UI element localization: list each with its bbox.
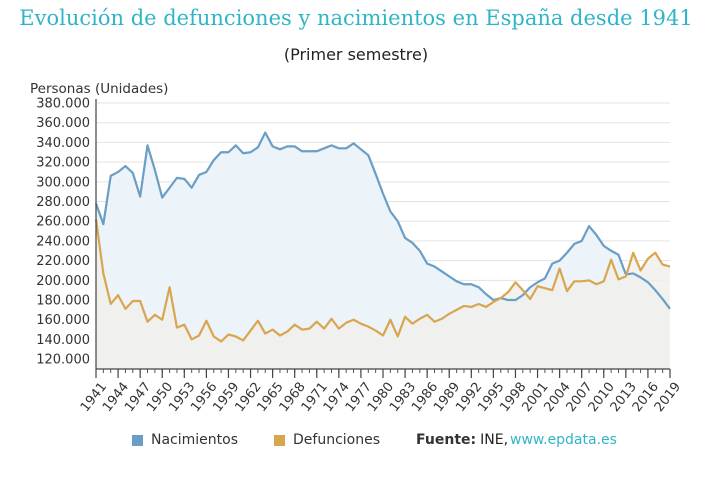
source-link[interactable]: www.epdata.es — [510, 432, 617, 448]
chart-subtitle: (Primer semestre) — [283, 45, 429, 64]
series-line-defunciones — [94, 219, 671, 343]
y-axis-label: Personas (Unidades) — [30, 81, 169, 97]
legend-swatch-nacimientos — [132, 434, 143, 446]
y-tick-label: 300.000 — [36, 175, 90, 190]
y-tick-label: 140.000 — [36, 333, 90, 348]
y-tick-label: 340.000 — [36, 136, 90, 151]
source-label: Fuente: — [416, 432, 477, 448]
y-tick-label: 220.000 — [36, 254, 90, 269]
y-tick-label: 360.000 — [36, 116, 90, 131]
y-tick-label: 320.000 — [36, 156, 90, 171]
source-text: INE, — [480, 432, 509, 448]
y-tick-label: 380.000 — [36, 97, 90, 112]
y-tick-label: 120.000 — [36, 353, 90, 368]
y-tick-label: 240.000 — [36, 234, 90, 249]
area-defunciones — [96, 219, 670, 369]
legend-label-nacimientos: Nacimientos — [151, 432, 239, 448]
y-tick-label: 280.000 — [36, 195, 90, 210]
legend-item-defunciones[interactable]: Defunciones — [274, 432, 380, 448]
legend-label-defunciones: Defunciones — [293, 432, 381, 448]
y-tick-label: 160.000 — [36, 313, 90, 328]
source-credit: Fuente: INE, www.epdata.es — [416, 432, 617, 448]
y-tick-label: 200.000 — [36, 274, 90, 289]
legend-swatch-defunciones — [274, 434, 286, 446]
chart-title: Evolución de defunciones y nacimientos e… — [19, 6, 693, 30]
y-tick-label: 260.000 — [36, 215, 90, 230]
y-tick-label: 180.000 — [36, 294, 90, 309]
legend: Nacimientos Defunciones Fuente: INE, www… — [132, 432, 653, 448]
series-line-nacimientos — [94, 131, 671, 310]
legend-item-nacimientos[interactable]: Nacimientos — [132, 432, 238, 448]
